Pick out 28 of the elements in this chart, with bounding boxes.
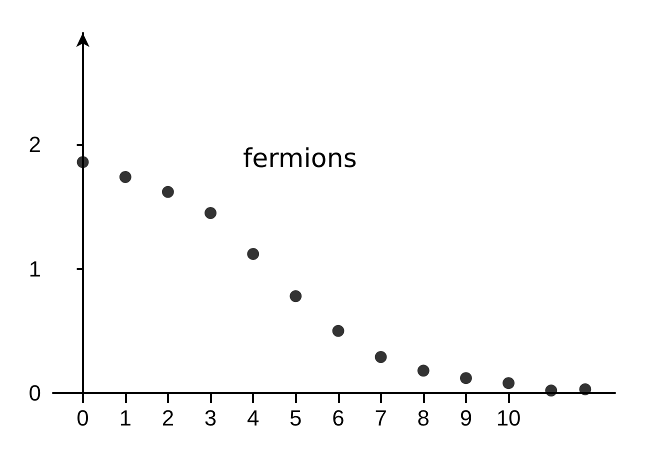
- point: [374, 351, 387, 363]
- x-tick-label: 4: [246, 406, 260, 430]
- point: [204, 207, 217, 219]
- x-tick-label: 1: [119, 406, 132, 430]
- point: [247, 248, 260, 260]
- x-tick-label: 3: [204, 406, 217, 430]
- series-label: fermions: [243, 144, 357, 174]
- x-tick-label: 6: [332, 406, 344, 430]
- point: [119, 171, 132, 183]
- point: [502, 377, 515, 390]
- x-tick-label: 0: [76, 406, 89, 430]
- x-tick-label: 7: [374, 406, 387, 430]
- y-tick-label: 1: [28, 256, 41, 282]
- point: [290, 290, 302, 302]
- point: [460, 372, 472, 384]
- point: [579, 383, 592, 396]
- x-tick-label: 10: [496, 406, 521, 430]
- point: [545, 384, 558, 397]
- point: [332, 324, 344, 337]
- x-tick-label: 8: [417, 406, 430, 430]
- x-tick-label: 9: [460, 406, 472, 430]
- point: [162, 186, 174, 198]
- x-tick-label: 2: [162, 406, 174, 430]
- x-tick-label: 5: [290, 406, 302, 430]
- y-tick-label: 2: [28, 132, 41, 158]
- point: [417, 364, 430, 377]
- point: [76, 156, 89, 168]
- y-tick-label: 0: [28, 380, 41, 406]
